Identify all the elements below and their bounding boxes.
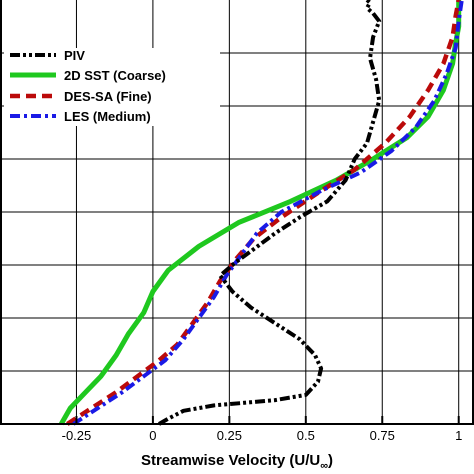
plot-frame — [0, 0, 474, 425]
x-axis-title: Streamwise Velocity (U/U∞) — [141, 452, 333, 472]
series-lines — [59, 0, 464, 426]
legend-background — [4, 48, 220, 126]
legend-label-2d-sst: 2D SST (Coarse) — [64, 68, 166, 83]
x-axis-ticks: -0.25 0 0.25 0.5 0.75 1 — [62, 416, 462, 443]
x-axis-title-main: Streamwise Velocity (U/U — [141, 452, 320, 469]
legend: PIV 2D SST (Coarse) DES-SA (Fine) LES (M… — [4, 48, 220, 126]
x-axis-title-subscript: ∞ — [320, 460, 328, 472]
x-tick-label-1: 0 — [149, 428, 156, 443]
series-line-les-medium — [72, 0, 464, 426]
series-line-piv — [158, 0, 382, 426]
x-tick-label-3: 0.5 — [297, 428, 315, 443]
x-tick-label-0: -0.25 — [62, 428, 92, 443]
series-line-des-sa-fine — [66, 0, 461, 426]
x-axis-title-suffix: ) — [328, 452, 333, 469]
x-tick-label-4: 0.75 — [370, 428, 395, 443]
legend-label-des-sa: DES-SA (Fine) — [64, 89, 152, 104]
legend-label-les: LES (Medium) — [64, 109, 151, 124]
legend-label-piv: PIV — [64, 48, 85, 63]
series-line-2d-sst-coarse — [59, 0, 462, 426]
x-tick-label-5: 1 — [455, 428, 462, 443]
x-tick-label-2: 0.25 — [217, 428, 242, 443]
